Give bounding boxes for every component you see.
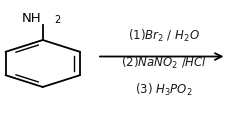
Text: NH: NH bbox=[22, 12, 42, 25]
Text: $(1)Br_2\ /\ H_2O$: $(1)Br_2\ /\ H_2O$ bbox=[128, 28, 200, 44]
Text: $(3)\ H_3PO_2$: $(3)\ H_3PO_2$ bbox=[135, 82, 193, 98]
Text: $(2)NaNO_2\ /HCl$: $(2)NaNO_2\ /HCl$ bbox=[121, 55, 207, 71]
Text: 2: 2 bbox=[54, 15, 61, 25]
